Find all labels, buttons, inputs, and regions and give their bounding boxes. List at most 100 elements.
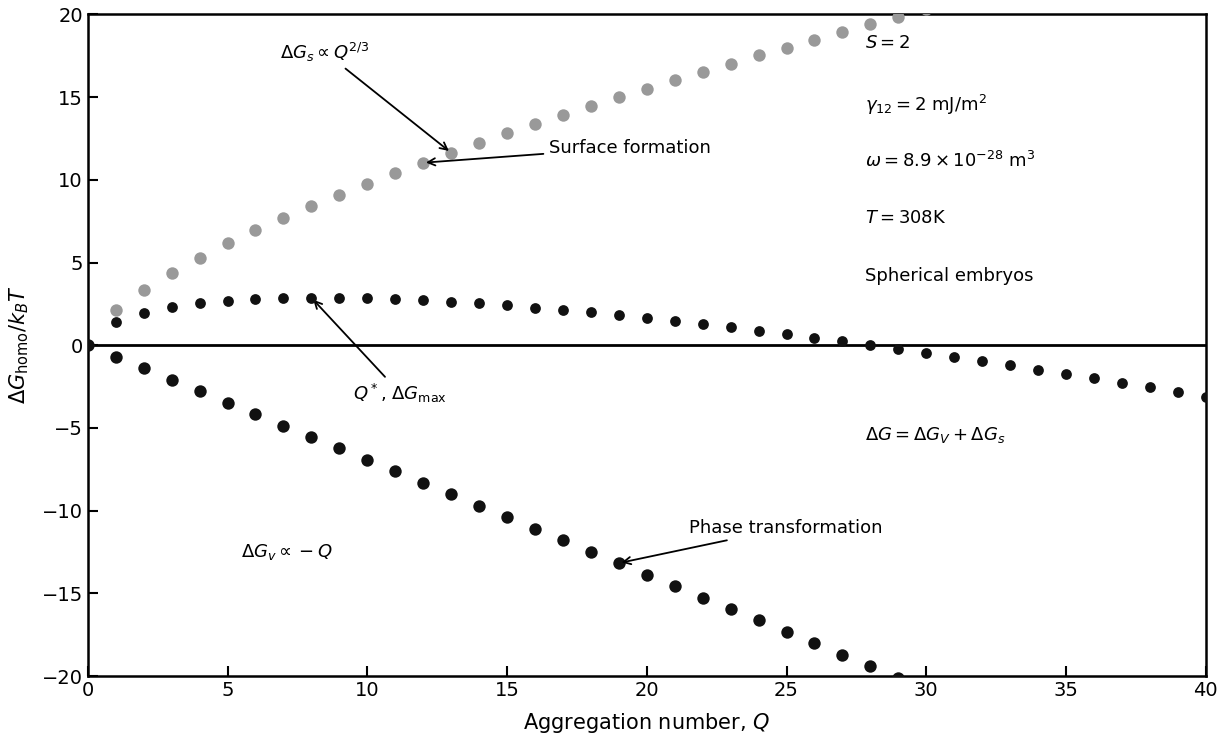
Point — [526, 523, 545, 535]
Point — [805, 637, 824, 649]
Point — [916, 683, 936, 695]
Point — [637, 312, 657, 324]
Point — [526, 302, 545, 314]
Point — [358, 292, 377, 304]
Point — [748, 614, 768, 626]
Point — [1056, 368, 1076, 380]
Point — [693, 591, 713, 603]
Point — [413, 157, 432, 168]
Point — [469, 137, 489, 149]
Point — [497, 300, 517, 312]
Point — [1167, 386, 1187, 398]
Point — [665, 315, 685, 327]
Point — [777, 626, 796, 638]
Point — [162, 374, 181, 386]
Point — [581, 306, 600, 318]
Point — [805, 332, 824, 344]
Point — [218, 237, 238, 249]
Point — [441, 488, 461, 500]
Y-axis label: $\Delta G_\mathrm{homo}/k_BT$: $\Delta G_\mathrm{homo}/k_BT$ — [7, 286, 31, 404]
Point — [441, 296, 461, 308]
Text: $\Delta G_v\propto -Q$: $\Delta G_v\propto -Q$ — [241, 542, 333, 562]
Point — [777, 328, 796, 340]
Point — [554, 109, 573, 121]
Text: $\Delta G_s\propto Q^{2/3}$: $\Delta G_s\propto Q^{2/3}$ — [281, 41, 447, 150]
Point — [944, 0, 964, 7]
Point — [497, 128, 517, 139]
Point — [273, 212, 293, 224]
Point — [777, 42, 796, 53]
Point — [888, 672, 908, 683]
Point — [833, 649, 853, 661]
Text: Surface formation: Surface formation — [428, 139, 710, 165]
Text: Spherical embryos: Spherical embryos — [865, 267, 1033, 285]
Point — [246, 224, 266, 236]
Point — [273, 292, 293, 304]
Point — [973, 706, 992, 718]
Point — [105, 351, 125, 363]
Point — [1196, 390, 1215, 402]
Point — [1028, 729, 1047, 741]
Point — [301, 431, 321, 443]
Point — [190, 252, 209, 263]
Point — [105, 304, 125, 316]
Point — [637, 82, 657, 94]
Point — [609, 91, 628, 103]
Point — [720, 603, 740, 615]
Point — [469, 298, 489, 309]
Point — [581, 100, 600, 112]
Point — [134, 284, 153, 296]
Point — [301, 200, 321, 212]
Point — [805, 33, 824, 45]
Point — [497, 511, 517, 523]
Point — [246, 293, 266, 305]
Text: Phase transformation: Phase transformation — [624, 519, 882, 564]
Point — [609, 309, 628, 321]
Point — [860, 19, 880, 30]
Point — [833, 335, 853, 347]
Point — [888, 10, 908, 22]
Point — [386, 465, 405, 477]
Point — [162, 301, 181, 313]
Point — [916, 3, 936, 15]
Point — [441, 147, 461, 159]
Point — [1001, 359, 1020, 371]
Point — [134, 362, 153, 374]
Point — [944, 695, 964, 706]
Point — [916, 347, 936, 359]
Point — [665, 74, 685, 86]
Point — [134, 307, 153, 319]
Text: $\gamma_{12} = 2$ mJ/m$^2$: $\gamma_{12} = 2$ mJ/m$^2$ — [865, 93, 986, 116]
Point — [748, 50, 768, 62]
Point — [330, 442, 349, 454]
Point — [720, 58, 740, 70]
Point — [888, 343, 908, 355]
Point — [218, 295, 238, 306]
Point — [301, 292, 321, 303]
Point — [218, 397, 238, 409]
Point — [609, 557, 628, 569]
Text: $Q^*$, $\Delta G_\mathrm{max}$: $Q^*$, $\Delta G_\mathrm{max}$ — [315, 301, 447, 404]
Point — [358, 177, 377, 189]
Point — [693, 318, 713, 330]
Point — [720, 321, 740, 333]
X-axis label: Aggregation number, $Q$: Aggregation number, $Q$ — [523, 711, 771, 735]
Text: $\Delta G = \Delta G_V + \Delta G_s$: $\Delta G = \Delta G_V + \Delta G_s$ — [865, 424, 1006, 444]
Point — [1140, 381, 1160, 393]
Point — [105, 316, 125, 328]
Point — [386, 293, 405, 305]
Point — [190, 298, 209, 309]
Text: $T = 308$K: $T = 308$K — [865, 209, 946, 227]
Point — [162, 267, 181, 279]
Text: $S = 2$: $S = 2$ — [865, 34, 910, 52]
Point — [833, 26, 853, 38]
Point — [1112, 377, 1132, 389]
Point — [526, 118, 545, 130]
Point — [581, 545, 600, 557]
Point — [748, 325, 768, 337]
Point — [860, 339, 880, 351]
Point — [637, 568, 657, 580]
Point — [1084, 372, 1104, 384]
Point — [413, 477, 432, 489]
Point — [944, 351, 964, 363]
